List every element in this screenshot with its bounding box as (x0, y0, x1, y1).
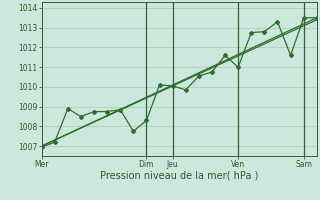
X-axis label: Pression niveau de la mer( hPa ): Pression niveau de la mer( hPa ) (100, 171, 258, 181)
